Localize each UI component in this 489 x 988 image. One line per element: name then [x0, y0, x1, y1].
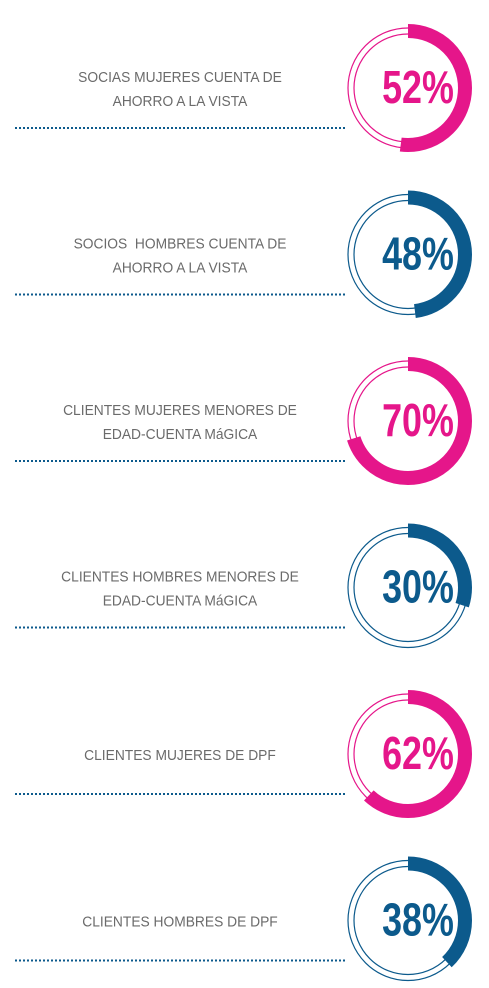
stat-row: SOCIOS HOMBRES CUENTA DE AHORRO A LA VIST…: [15, 190, 472, 319]
stat-label: AHORRO A LA VISTA: [113, 260, 248, 277]
progress-arc: [344, 24, 472, 152]
stat-label: SOCIOS HOMBRES CUENTA DE: [74, 236, 287, 253]
progress-arc: [344, 523, 472, 652]
stat-label: CLIENTES HOMBRES MENORES DE: [61, 569, 299, 586]
progress-arc: [344, 856, 472, 985]
progress-arc: [344, 357, 472, 485]
percent-label: 30%: [382, 561, 454, 612]
percent-label: 62%: [382, 728, 454, 779]
percent-label: 52%: [382, 62, 454, 113]
stat-row: CLIENTES HOMBRES MENORES DE EDAD-CUENTA M…: [15, 523, 472, 652]
stat-label: SOCIAS MUJERES CUENTA DE: [78, 69, 282, 86]
stat-label: AHORRO A LA VISTA: [113, 93, 248, 110]
stat-row: CLIENTES MUJERES DE DPF 62%: [15, 690, 472, 818]
progress-arc: [344, 690, 472, 818]
percent-label: 38%: [382, 894, 454, 945]
stat-row: CLIENTES MUJERES MENORES DE EDAD-CUENTA M…: [15, 357, 472, 485]
stat-label: CLIENTES MUJERES MENORES DE: [63, 402, 297, 419]
percent-label: 48%: [382, 228, 454, 279]
stat-row: SOCIAS MUJERES CUENTA DE AHORRO A LA VIST…: [15, 24, 472, 152]
progress-arc: [344, 190, 472, 319]
stat-label: EDAD-CUENTA MáGICA: [103, 426, 258, 443]
stat-label: CLIENTES MUJERES DE DPF: [84, 747, 276, 764]
stat-label: CLIENTES HOMBRES DE DPF: [82, 914, 278, 931]
stat-label: EDAD-CUENTA MáGICA: [103, 593, 258, 610]
percent-label: 70%: [382, 395, 454, 446]
stat-row: CLIENTES HOMBRES DE DPF 38%: [15, 856, 472, 985]
